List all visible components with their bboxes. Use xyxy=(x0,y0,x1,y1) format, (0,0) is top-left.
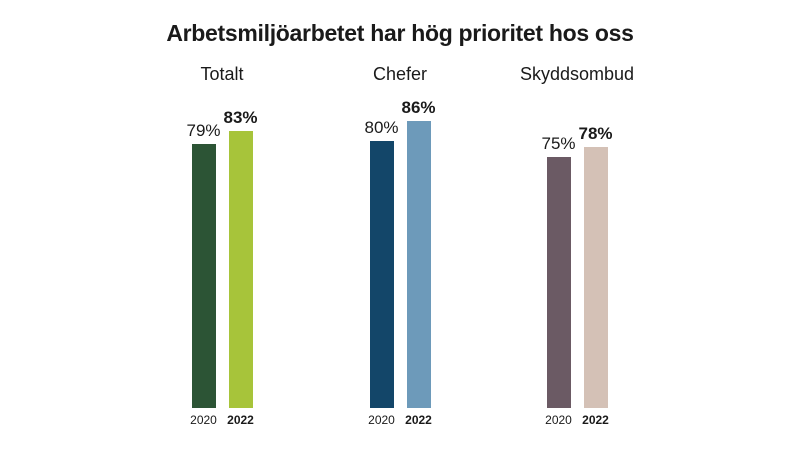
bar-year-label-skyddsombud-2020: 2020 xyxy=(545,413,572,427)
bar-chefer-2020 xyxy=(369,141,394,408)
bar-value-label-chefer-2022: 86% xyxy=(401,98,436,117)
bar-group-chefer: Chefer 80% 2020 86% 2022 xyxy=(320,64,480,426)
bar-value-label-totalt-2022: 83% xyxy=(223,108,258,127)
bar-year-label-chefer-2020: 2020 xyxy=(368,413,395,427)
bar-cell-skyddsombud-2022: 78% 2022 xyxy=(577,125,614,426)
bar-value-label-skyddsombud-2020: 75% xyxy=(541,134,576,153)
bar-totalt-2022 xyxy=(228,131,253,408)
group-label-totalt: Totalt xyxy=(200,64,244,84)
bar-cell-chefer-2022: 86% 2022 xyxy=(400,99,437,426)
bar-cell-chefer-2020: 80% 2020 xyxy=(363,119,400,426)
bar-skyddsombud-2022 xyxy=(583,147,608,408)
group-label-skyddsombud: Skyddsombud xyxy=(519,64,635,84)
group-bars-totalt: 79% 2020 83% 2022 xyxy=(142,90,302,426)
bar-year-label-totalt-2022: 2022 xyxy=(227,413,254,427)
bar-year-label-totalt-2020: 2020 xyxy=(190,413,217,427)
group-bars-chefer: 80% 2020 86% 2022 xyxy=(320,90,480,426)
bar-cell-skyddsombud-2020: 75% 2020 xyxy=(540,135,577,426)
bar-skyddsombud-2020 xyxy=(546,157,571,408)
bar-value-label-totalt-2020: 79% xyxy=(186,121,221,140)
bar-cell-totalt-2020: 79% 2020 xyxy=(185,122,222,426)
bar-value-label-skyddsombud-2022: 78% xyxy=(578,124,613,143)
bar-value-label-chefer-2020: 80% xyxy=(364,118,399,137)
bar-totalt-2020 xyxy=(191,144,216,408)
chart-title: Arbetsmiljöarbetet har hög prioritet hos… xyxy=(166,20,634,46)
group-label-chefer: Chefer xyxy=(372,64,428,84)
bar-chefer-2022 xyxy=(406,121,431,408)
bar-group-totalt: Totalt 79% 2020 83% 2022 xyxy=(142,64,302,426)
bar-year-label-chefer-2022: 2022 xyxy=(405,413,432,427)
group-bars-skyddsombud: 75% 2020 78% 2022 xyxy=(497,90,657,426)
bar-year-label-skyddsombud-2022: 2022 xyxy=(582,413,609,427)
bar-cell-totalt-2022: 83% 2022 xyxy=(222,109,259,426)
bar-group-skyddsombud: Skyddsombud 75% 2020 78% 2022 xyxy=(497,64,657,426)
